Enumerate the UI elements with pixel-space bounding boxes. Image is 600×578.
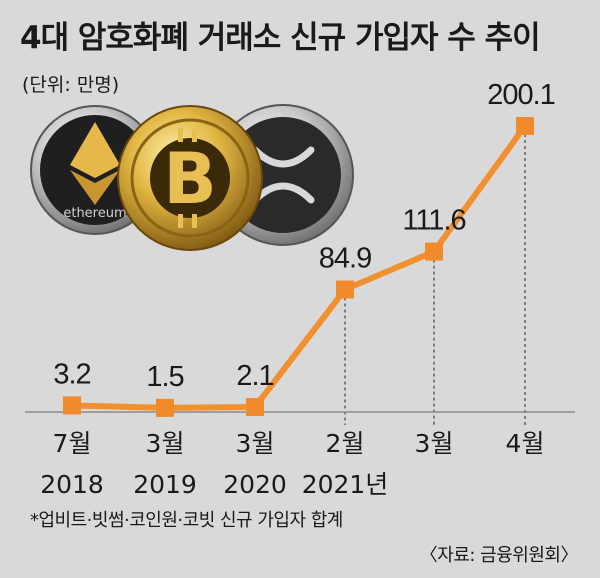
data-point	[63, 396, 81, 415]
source-label: 〈자료: 금융위원회〉	[419, 545, 579, 566]
x-tick-year: 2019	[133, 470, 197, 499]
data-label: 200.1	[487, 79, 555, 111]
data-label: 1.5	[146, 361, 183, 393]
x-tick-year: 2020	[223, 470, 287, 499]
data-point	[336, 280, 354, 299]
data-label: 2.1	[236, 360, 273, 392]
data-label: 84.9	[319, 243, 371, 275]
data-point	[425, 242, 443, 261]
data-label: 111.6	[402, 205, 465, 237]
data-point	[156, 398, 174, 417]
x-tick-month: 3월	[146, 429, 185, 458]
x-tick-month: 2월	[326, 429, 365, 458]
x-tick-month: 3월	[415, 429, 454, 458]
series-line	[71, 124, 528, 411]
x-tick-year: 2021년	[302, 470, 389, 499]
x-tick-month: 7월	[53, 429, 92, 458]
x-tick-year: 2018	[40, 470, 104, 499]
plot-area: 3.2 1.5 2.1 84.9 111.6 200.1 7월 2018 3월 2019 3월 202…	[25, 79, 575, 499]
ethereum-label: ethereum	[63, 206, 126, 221]
coins-illustration: ethereum B	[30, 104, 354, 251]
chart-title: 4대 암호화폐 거래소 신규 가입자 수 추이	[20, 20, 541, 56]
x-tick-month: 4월	[506, 429, 545, 458]
unit-label: (단위: 만명)	[22, 74, 120, 96]
data-point	[246, 398, 264, 417]
data-label: 3.2	[53, 358, 90, 390]
svg-text:B: B	[163, 138, 216, 220]
x-tick-month: 3월	[236, 429, 275, 458]
data-point	[516, 117, 534, 135]
bitcoin-coin-icon: B	[117, 105, 263, 251]
footnote: *업비트·빗썸·코인원·코빗 신규 가입자 합계	[30, 510, 343, 531]
